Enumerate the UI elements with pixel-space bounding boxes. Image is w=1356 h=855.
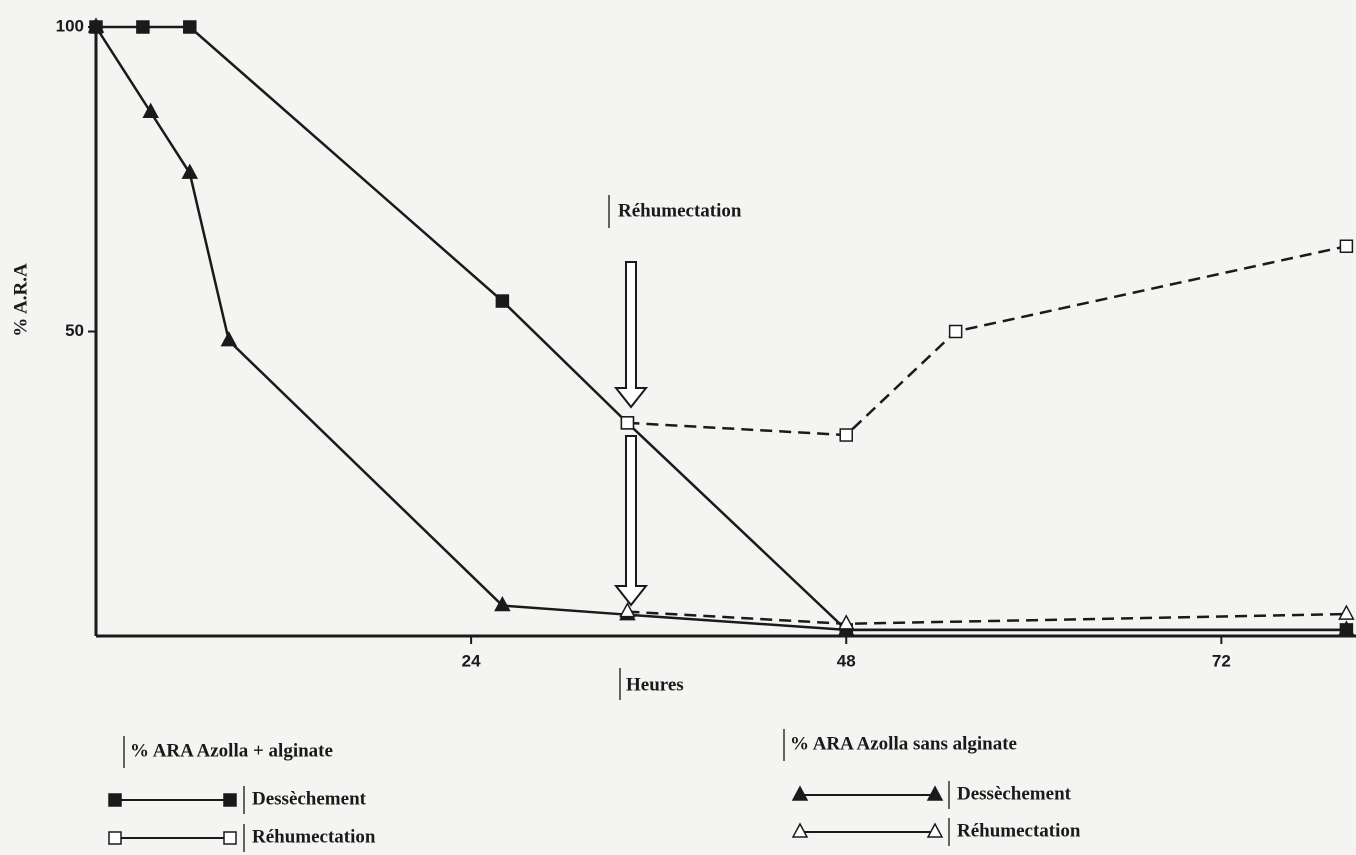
marker	[181, 163, 199, 179]
marker	[494, 595, 511, 612]
marker	[495, 294, 510, 308]
legend-marker	[223, 793, 237, 807]
arrow	[613, 435, 649, 607]
marker	[837, 614, 855, 630]
legend-marker	[791, 785, 809, 801]
legend-heading: % ARA Azolla + alginate	[130, 740, 333, 761]
arrows	[613, 261, 649, 607]
series-line	[94, 26, 1347, 632]
marker	[220, 331, 238, 347]
legend-marker	[223, 831, 237, 845]
marker	[136, 20, 150, 34]
legend-marker	[791, 822, 809, 838]
marker	[1338, 620, 1355, 636]
legend-heading: % ARA Azolla sans alginate	[790, 733, 1017, 754]
legend-label: Réhumectation	[957, 820, 1081, 841]
y-tick-label: 50	[65, 321, 84, 340]
legend-label: Dessèchement	[252, 788, 367, 809]
marker	[948, 324, 963, 339]
y-tick-label: 100	[56, 16, 84, 35]
series-line	[96, 25, 1347, 632]
x-tick-label: 48	[837, 651, 856, 670]
series-line	[627, 245, 1347, 437]
x-tick-label: 72	[1212, 651, 1231, 670]
legend-marker	[926, 785, 944, 801]
marker	[1338, 604, 1355, 620]
marker	[1339, 239, 1354, 253]
arrow	[613, 261, 649, 409]
marker	[619, 602, 636, 618]
legend-marker	[108, 793, 122, 807]
y-axis-label: % A.R.A	[10, 263, 31, 337]
legend-label: Dessèchement	[957, 783, 1072, 804]
marker	[620, 416, 635, 430]
x-axis-label: Heures	[626, 674, 684, 695]
legend-label: Réhumectation	[252, 826, 376, 847]
marker	[839, 428, 853, 442]
x-tick-label: 24	[462, 651, 481, 670]
annotation: Réhumectation	[618, 200, 742, 221]
marker	[183, 20, 197, 34]
legend-marker	[926, 822, 944, 838]
marker	[142, 102, 159, 119]
marker	[87, 17, 105, 33]
legend-marker	[108, 831, 122, 845]
